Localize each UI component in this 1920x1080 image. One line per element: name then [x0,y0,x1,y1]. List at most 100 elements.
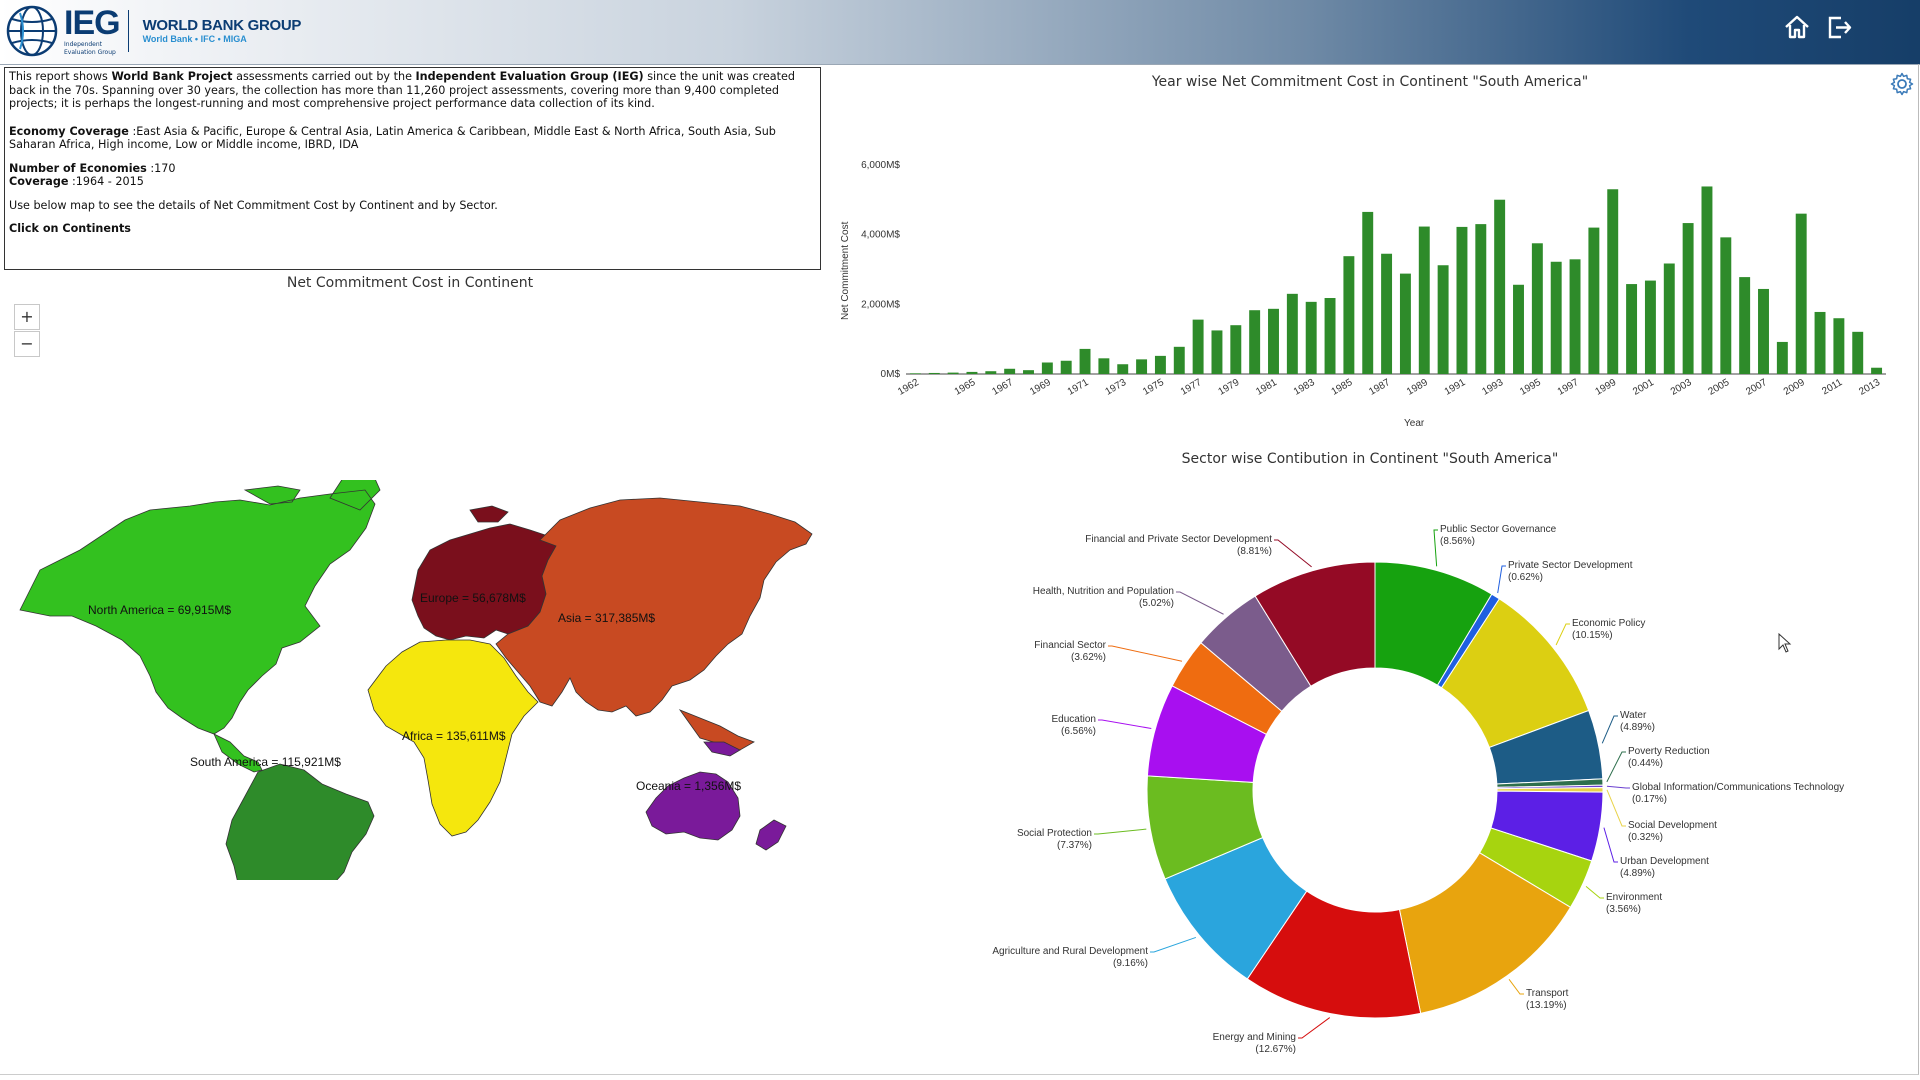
world-map[interactable]: North America = 69,915M$ Europe = 56,678… [0,480,830,880]
bar-y-axis: 0M$ 2,000M$ 4,000M$ 6,000M$ [861,160,1886,380]
bar-1966[interactable] [985,371,997,374]
bar-1988[interactable] [1399,273,1411,374]
map-label-oceania: Oceania = 1,356M$ [636,779,741,793]
bar-2013[interactable] [1871,367,1883,374]
donut-slice-label: Water [1620,710,1647,721]
bar-1967[interactable] [1004,368,1016,374]
donut-slice[interactable] [1254,561,1376,687]
zoom-in-button[interactable]: + [14,304,40,330]
donut-slice-percent: (0.32%) [1628,832,1663,843]
bar-1999[interactable] [1607,189,1619,374]
donut-leader-line [1274,539,1312,568]
continent-south-america[interactable] [225,763,375,880]
bar-1987[interactable] [1381,253,1393,374]
donut-slice[interactable] [1398,852,1572,1014]
donut-slice-percent: (13.19%) [1526,1000,1567,1011]
ieg-subtitle-1: Independent [64,41,103,48]
home-icon[interactable] [1782,12,1812,42]
bar-2002[interactable] [1663,263,1675,374]
click-instruction: Click on Continents [9,222,816,236]
world-bank-globe-icon [6,5,58,57]
bar-1976[interactable] [1173,346,1185,374]
bar-1996[interactable] [1550,261,1562,374]
bar-1981[interactable] [1268,308,1279,374]
donut-slice-label: Health, Nutrition and Population [1033,586,1174,597]
donut-chart: Public Sector Governance(8.56%) Private S… [992,524,1844,1055]
bar-2004[interactable] [1701,186,1713,374]
bar-1971[interactable] [1079,348,1091,374]
bar-1972[interactable] [1098,358,1110,374]
continent-central-america[interactable] [213,733,263,773]
donut-slice-percent: (4.89%) [1620,868,1655,879]
bar-x-tick-label: 1983 [1292,377,1317,398]
intro-paragraph: This report shows World Bank Project ass… [9,70,816,111]
continent-north-america[interactable] [19,480,381,735]
continent-asia[interactable] [495,497,813,751]
zoom-out-button[interactable]: − [14,331,40,357]
continent-oceania[interactable] [645,741,787,851]
bar-2009[interactable] [1795,213,1807,374]
bar-2012[interactable] [1852,331,1864,374]
bar-1982[interactable] [1286,293,1298,374]
map-label-europe: Europe = 56,678M$ [420,591,526,605]
economies-value: :170 [146,161,176,175]
donut-slice-label: Poverty Reduction [1628,746,1710,757]
bar-1985[interactable] [1343,256,1355,374]
bar-1973[interactable] [1117,364,1129,374]
bar-1980[interactable] [1249,310,1261,374]
bar-1986[interactable] [1362,211,1374,374]
bar-2000[interactable] [1626,284,1638,374]
bar-1983[interactable] [1305,301,1317,374]
donut-leader-line [1176,591,1224,615]
bar-y-axis-label: Net Commitment Cost [840,221,851,320]
bar-1968[interactable] [1023,370,1034,374]
bar-1991[interactable] [1456,226,1468,374]
bar-1974[interactable] [1136,359,1148,374]
bar-2007[interactable] [1758,288,1769,374]
bar-x-tick-label: 1971 [1066,377,1091,398]
bar-1977[interactable] [1192,319,1204,374]
bar-1997[interactable] [1569,259,1581,374]
bar-2005[interactable] [1720,237,1732,374]
bar-2011[interactable] [1833,318,1845,374]
bar-1995[interactable] [1531,243,1543,374]
bar-1994[interactable] [1513,284,1524,374]
bar-1964[interactable] [947,372,959,374]
map-label-north-america: North America = 69,915M$ [88,603,231,617]
bar-1998[interactable] [1588,227,1600,374]
economy-coverage: Economy Coverage :East Asia & Pacific, E… [9,125,816,152]
bar-1989[interactable] [1418,226,1430,374]
bar-x-tick-label: 1995 [1518,377,1543,398]
bar-1965[interactable] [966,371,978,374]
bar-1993[interactable] [1494,199,1506,374]
bar-2003[interactable] [1682,223,1694,374]
bar-1992[interactable] [1475,224,1487,374]
bar-x-tick-label: 2003 [1669,377,1694,398]
bar-1969[interactable] [1041,362,1053,374]
number-of-economies: Number of Economies :170 [9,162,816,176]
bar-2001[interactable] [1644,280,1656,374]
logout-icon[interactable] [1824,12,1854,42]
donut-slice-label: Energy and Mining [1213,1032,1296,1043]
bar-1979[interactable] [1230,325,1242,374]
ieg-logo[interactable]: IEG Independent Evaluation Group WORLD B… [6,2,301,60]
donut-slice-percent: (3.62%) [1071,652,1106,663]
bar-1962[interactable] [909,373,921,374]
bar-1978[interactable] [1211,330,1223,374]
bar-2010[interactable] [1814,311,1826,374]
economies-label: Number of Economies [9,161,147,175]
bar-1990[interactable] [1437,265,1449,374]
bar-1975[interactable] [1154,355,1166,374]
continent-africa[interactable] [367,639,539,837]
bar-2006[interactable] [1739,277,1751,374]
bar-2008[interactable] [1776,341,1788,374]
bar-x-tick-label: 1977 [1179,377,1204,398]
gear-icon[interactable] [1890,72,1914,96]
donut-slice-label: Economic Policy [1572,618,1645,629]
donut-slice-label: Private Sector Development [1508,560,1633,571]
donut-leader-line [1108,645,1183,662]
bar-1984[interactable] [1324,298,1336,374]
bar-1963[interactable] [928,372,940,374]
bar-1970[interactable] [1060,360,1072,374]
